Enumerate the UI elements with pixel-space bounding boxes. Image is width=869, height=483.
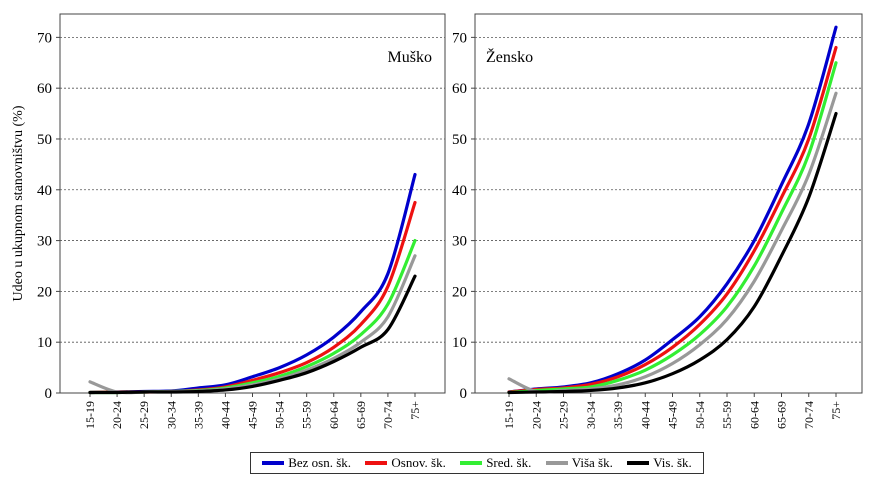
legend-swatch-icon xyxy=(365,461,388,465)
x-tick-label: 40-44 xyxy=(218,401,232,429)
y-tick-label: 60 xyxy=(37,81,52,97)
legend-label: Osnov. šk. xyxy=(391,455,446,470)
y-tick-label: 0 xyxy=(460,386,468,402)
legend-label: Viša šk. xyxy=(571,455,613,470)
x-tick-label: 30-34 xyxy=(164,401,178,429)
x-tick-label: 75+ xyxy=(408,401,422,420)
legend-swatch-icon xyxy=(545,461,568,465)
plot-area-2 xyxy=(474,13,863,394)
x-tick-label: 75+ xyxy=(829,401,843,420)
y-tick-label: 40 xyxy=(452,183,467,199)
x-tick-label: 25-29 xyxy=(137,401,151,429)
x-tick-label: 60-64 xyxy=(747,401,761,429)
series-line-vis-k xyxy=(88,274,417,395)
y-tick-label: 20 xyxy=(452,284,467,300)
y-tick-label: 10 xyxy=(452,335,467,351)
y-tick-label: 50 xyxy=(37,132,52,148)
plot-area-1 xyxy=(59,13,446,394)
x-tick-label: 45-49 xyxy=(666,401,680,429)
y-tick-label: 10 xyxy=(37,335,52,351)
x-tick-label: 70-74 xyxy=(381,401,395,429)
legend-item-sred: Sred. šk. xyxy=(460,455,531,471)
y-tick-label: 40 xyxy=(37,183,52,199)
legend-item-bez-osn: Bez osn. šk. xyxy=(262,455,351,471)
x-tick-label: 15-19 xyxy=(502,401,516,429)
legend-swatch-icon xyxy=(262,461,285,465)
y-tick-label: 0 xyxy=(45,386,53,402)
legend-item-vis: Vis. šk. xyxy=(627,455,692,471)
x-tick-label: 50-54 xyxy=(273,401,287,429)
x-tick-label: 45-49 xyxy=(246,401,260,429)
panel-title: Muško xyxy=(388,49,432,66)
x-tick-label: 35-39 xyxy=(611,401,625,429)
x-tick-label: 50-54 xyxy=(693,401,707,429)
y-tick-label: 20 xyxy=(37,284,52,300)
legend-item-osnov: Osnov. šk. xyxy=(365,455,446,471)
legend-swatch-icon xyxy=(460,461,483,465)
x-tick-label: 35-39 xyxy=(191,401,205,429)
y-tick-label: 70 xyxy=(452,30,467,46)
legend-item-visa: Viša šk. xyxy=(545,455,613,471)
y-tick-label: 30 xyxy=(452,234,467,250)
x-tick-label: 55-59 xyxy=(720,401,734,429)
x-tick-label: 55-59 xyxy=(300,401,314,429)
x-tick-label: 40-44 xyxy=(638,401,652,429)
y-tick-label: 60 xyxy=(452,81,467,97)
x-tick-label: 20-24 xyxy=(529,401,543,429)
panel-title: Žensko xyxy=(486,47,533,66)
x-tick-label: 65-69 xyxy=(775,401,789,429)
x-tick-label: 60-64 xyxy=(327,401,341,429)
y-axis-label: Udeo u ukupnom stanovništvu (%) xyxy=(11,105,26,301)
y-tick-label: 70 xyxy=(37,30,52,46)
legend: Bez osn. šk. Osnov. šk. Sred. šk. Viša š… xyxy=(250,452,704,474)
x-tick-label: 15-19 xyxy=(83,401,97,429)
legend-label: Sred. šk. xyxy=(486,455,532,470)
y-tick-label: 50 xyxy=(452,132,467,148)
x-tick-label: 65-69 xyxy=(354,401,368,429)
legend-label: Vis. šk. xyxy=(653,455,692,470)
x-tick-label: 30-34 xyxy=(584,401,598,429)
x-tick-label: 25-29 xyxy=(557,401,571,429)
y-tick-label: 30 xyxy=(37,234,52,250)
legend-label: Bez osn. šk. xyxy=(288,455,352,470)
legend-swatch-icon xyxy=(627,461,650,465)
x-tick-label: 70-74 xyxy=(802,401,816,429)
series-line-vis-k xyxy=(507,111,838,395)
x-tick-label: 20-24 xyxy=(110,401,124,429)
